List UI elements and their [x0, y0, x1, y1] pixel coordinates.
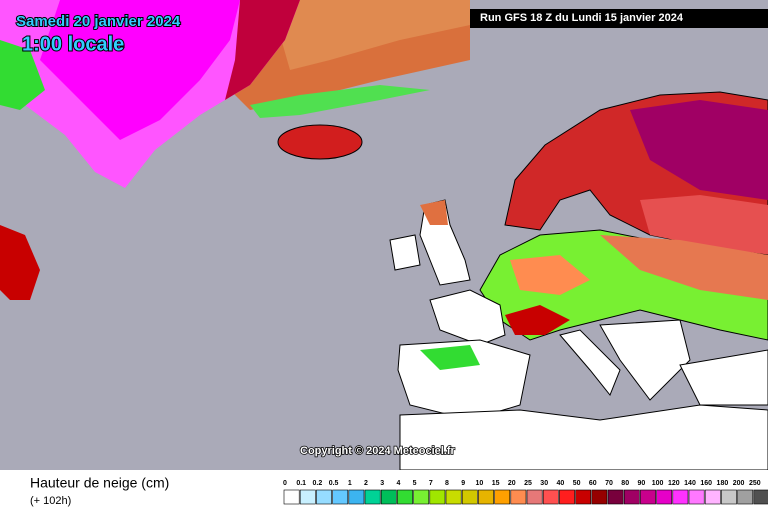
run-info: Run GFS 18 Z du Lundi 15 janvier 2024: [480, 12, 684, 24]
legend-level: 9: [461, 480, 465, 487]
legend-title: Hauteur de neige (cm): [30, 475, 169, 491]
legend-swatch: [283, 489, 300, 505]
legend-swatch: [607, 489, 624, 505]
arctic-snow: [250, 85, 430, 118]
labrador: [0, 225, 40, 300]
greenland-edge: [0, 40, 45, 110]
legend-swatch: [478, 489, 494, 505]
legend-swatch: [640, 489, 656, 505]
copyright: Copyright © 2024 Meteociel.fr: [300, 445, 456, 457]
legend-swatch: [299, 489, 316, 505]
legend-swatch: [380, 489, 397, 505]
legend-swatch: [688, 489, 705, 505]
legend-swatch: [461, 489, 478, 505]
legend-swatch: [737, 489, 754, 505]
legend-swatch: [575, 489, 592, 505]
date: Samedi 20 janvier 2024: [16, 13, 181, 30]
legend-swatch: [397, 489, 413, 505]
legend-level: 20: [508, 480, 516, 487]
legend-swatch: [559, 489, 575, 505]
snow-medium: [600, 235, 768, 300]
legend-swatch: [753, 489, 768, 505]
legend-level: 7: [429, 480, 433, 487]
legend-level: 160: [700, 480, 712, 487]
legend-level: 180: [717, 480, 729, 487]
legend-level: 1: [348, 480, 352, 487]
legend-level: 0.2: [313, 480, 323, 487]
legend-swatch: [494, 489, 511, 505]
legend-level: 60: [589, 480, 597, 487]
legend-level: 8: [445, 480, 449, 487]
legend-level: 50: [573, 480, 581, 487]
legend-swatch: [316, 489, 332, 505]
legend-level: 70: [605, 480, 613, 487]
legend-level: 140: [684, 480, 696, 487]
legend-swatch: [542, 489, 559, 505]
legend-swatch: [429, 489, 446, 505]
run-box: [470, 9, 768, 28]
legend-swatch: [591, 489, 608, 505]
legend-level: 2: [364, 480, 368, 487]
arctic-snow: [270, 0, 470, 70]
legend-swatch: [364, 489, 381, 505]
legend-level: 3: [380, 480, 384, 487]
turkey: [679, 349, 768, 406]
legend-swatch: [672, 489, 689, 505]
legend-level: 30: [540, 480, 548, 487]
italy: [559, 329, 621, 396]
legend-level: 100: [652, 480, 664, 487]
balkans: [599, 319, 691, 401]
legend-swatch: [348, 489, 365, 505]
lead-time: (+ 102h): [30, 495, 71, 507]
legend-swatch: [656, 489, 673, 505]
legend-level: 5: [413, 480, 417, 487]
iceland: [277, 124, 363, 160]
legend-level: 80: [621, 480, 629, 487]
scotland: [420, 200, 448, 225]
greenland: [40, 0, 240, 140]
greenland-edge: [225, 0, 300, 100]
legend-swatch: [445, 489, 462, 505]
legend-level: 120: [668, 480, 680, 487]
ireland: [389, 234, 421, 271]
legend-level: 15: [492, 480, 500, 487]
snow-light: [420, 345, 480, 370]
snow-heavy: [630, 100, 768, 200]
legend-swatch: [623, 489, 640, 505]
legend-level: 250: [749, 480, 761, 487]
snow-medium: [640, 195, 768, 255]
legend-swatch: [413, 489, 430, 505]
legend-level: 4: [396, 480, 400, 487]
legend-level: 0: [283, 480, 287, 487]
legend-level: 40: [557, 480, 565, 487]
legend-level: 25: [524, 480, 532, 487]
legend-swatch: [704, 489, 721, 505]
legend-swatch: [721, 489, 737, 505]
alps: [505, 305, 570, 335]
local-time: 1:00 locale: [22, 33, 124, 55]
legend-level: 90: [638, 480, 646, 487]
legend-swatch: [332, 489, 349, 505]
france: [429, 289, 506, 346]
legend-level: 10: [476, 480, 484, 487]
snow-medium: [510, 255, 590, 295]
legend-swatch: [510, 489, 527, 505]
legend-level: 0.1: [296, 480, 306, 487]
legend-swatch: [526, 489, 543, 505]
legend-level: 0.5: [329, 480, 339, 487]
legend-level: 200: [733, 480, 745, 487]
color-scale: 0 0.1 0.2 0.5 1 2 3 4 5 7 8 9 10 15 20 25 30 40 50 60 70 80 90…: [283, 480, 768, 505]
